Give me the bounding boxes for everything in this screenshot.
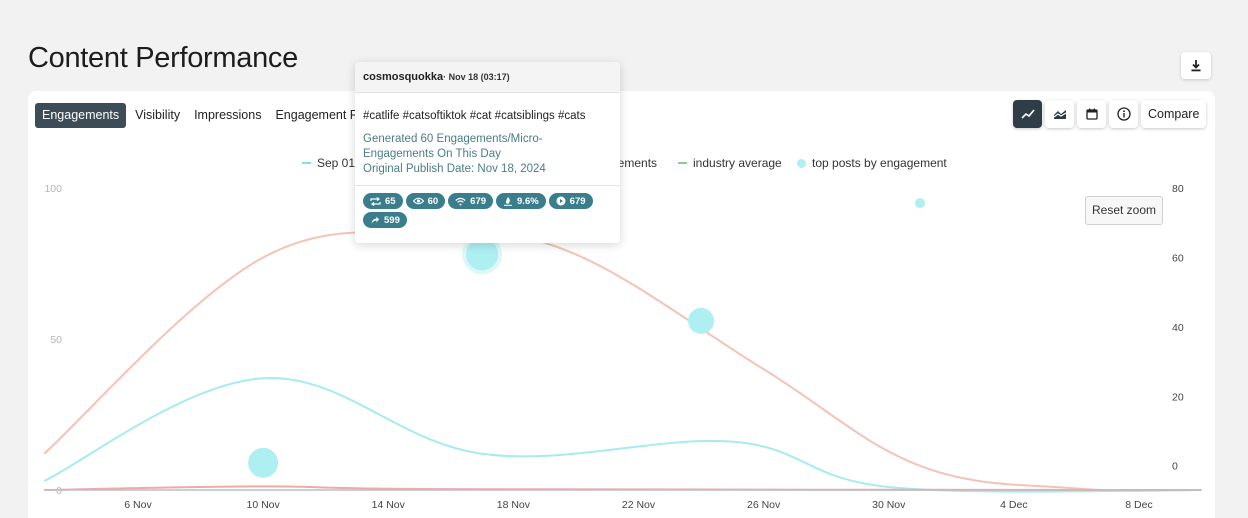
badge-value: 599: [384, 214, 400, 226]
y-right-tick-label: 60: [1172, 252, 1184, 264]
top-post-bubble[interactable]: [466, 238, 499, 271]
x-tick-label: 10 Nov: [246, 499, 280, 511]
legend-label: gements: [611, 156, 658, 170]
legend-swatch: [797, 158, 806, 168]
plays-badge: 679: [548, 193, 593, 209]
legend-item-top-posts[interactable]: top posts by engagement: [797, 156, 947, 170]
shares-badge: 599: [363, 212, 407, 228]
tooltip-header: cosmosquokka· Nov 18 (03:17): [355, 62, 620, 93]
tooltip-badges: 65 60 679 9.6% 679 599: [355, 186, 620, 228]
y-left-tick-label: 50: [50, 334, 62, 346]
share-icon: [371, 216, 379, 224]
repost-badge: 65: [363, 193, 403, 209]
badge-value: 60: [427, 195, 439, 207]
legend-item-engagements[interactable]: gements: [611, 156, 657, 170]
info-button[interactable]: [1109, 100, 1138, 128]
y-left-tick-label: 100: [44, 183, 62, 195]
tooltip-generated: Generated 60 Engagements/Micro-Engagemen…: [363, 133, 543, 160]
legend-label: Sep 01: [317, 156, 356, 170]
area-chart-icon: [1053, 110, 1066, 119]
repost-icon: [370, 196, 381, 206]
page-title: Content Performance: [28, 42, 298, 74]
line-chart-button[interactable]: [1013, 100, 1042, 128]
x-tick-label: 22 Nov: [622, 499, 656, 511]
tab-engagement-rate[interactable]: Engagement Rat: [275, 108, 370, 122]
badge-value: 679: [470, 195, 487, 207]
x-tick-label: 4 Dec: [1000, 499, 1027, 511]
calendar-icon: [1085, 108, 1098, 120]
y-right-tick-label: 40: [1172, 322, 1184, 334]
rate-badge: 9.6%: [496, 193, 546, 209]
x-tick-label: 14 Nov: [372, 499, 406, 511]
tab-visibility[interactable]: Visibility: [135, 108, 181, 122]
legend-label: top posts by engagement: [812, 156, 947, 170]
y-right-tick-label: 20: [1172, 391, 1184, 403]
x-tick-label: 18 Nov: [497, 499, 531, 511]
series-line-sep-01: [43, 377, 1202, 493]
y-right-tick-label: 0: [1172, 461, 1178, 473]
top-post-bubble[interactable]: [915, 198, 926, 209]
reach-badge: 679: [448, 193, 494, 209]
y-right-tick-label: 80: [1172, 183, 1184, 195]
compare-button[interactable]: Compare: [1141, 100, 1207, 128]
tooltip-description: Generated 60 Engagements/Micro-Engagemen…: [355, 122, 620, 177]
area-chart-button[interactable]: [1045, 100, 1074, 128]
legend-swatch: [678, 162, 687, 164]
info-icon: [1116, 107, 1131, 121]
tooltip-hashtags: #catlife #catsoftiktok #cat #catsiblings…: [363, 110, 586, 122]
download-icon: [1191, 60, 1201, 72]
play-icon: [556, 196, 566, 206]
calendar-button[interactable]: [1077, 100, 1106, 128]
line-chart-icon: [1020, 109, 1035, 119]
metric-tabs: Engagements Visibility Impressions Engag…: [35, 103, 376, 128]
badge-value: 65: [385, 195, 396, 207]
top-post-bubble[interactable]: [688, 307, 715, 334]
badge-value: 9.6%: [517, 195, 539, 207]
chart-toolbar: Compare: [1013, 100, 1207, 128]
y-left-tick-label: 0: [56, 485, 62, 497]
x-tick-label: 30 Nov: [872, 499, 906, 511]
post-tooltip: cosmosquokka· Nov 18 (03:17) #catlife #c…: [355, 62, 620, 243]
reach-icon: [455, 197, 466, 205]
legend-swatch: [302, 162, 311, 164]
tooltip-divider: [355, 185, 620, 186]
download-button[interactable]: [1181, 52, 1211, 79]
x-tick-label: 8 Dec: [1125, 499, 1152, 511]
tab-impressions[interactable]: Impressions: [194, 108, 262, 122]
legend-label: industry average: [693, 156, 782, 170]
badge-value: 679: [569, 195, 586, 207]
legend-item-sep01[interactable]: Sep 01: [302, 156, 355, 170]
views-badge: 60: [405, 193, 446, 209]
legend-item-industry-average[interactable]: industry average: [678, 156, 782, 170]
x-tick-label: 6 Nov: [124, 499, 152, 511]
tooltip-username: cosmosquokka: [363, 71, 444, 83]
tab-engagements[interactable]: Engagements: [35, 103, 127, 128]
tooltip-time: · Nov 18 (03:17): [443, 72, 510, 82]
top-post-bubble[interactable]: [248, 447, 279, 478]
eye-icon: [412, 197, 424, 205]
reset-zoom-button[interactable]: Reset zoom: [1085, 196, 1163, 225]
chart-card: [28, 91, 1215, 518]
x-tick-label: 26 Nov: [747, 499, 781, 511]
tooltip-publish-date: Original Publish Date: Nov 18, 2024: [363, 163, 546, 175]
series-line-engagements: [43, 231, 1202, 492]
rate-icon: [504, 197, 513, 206]
